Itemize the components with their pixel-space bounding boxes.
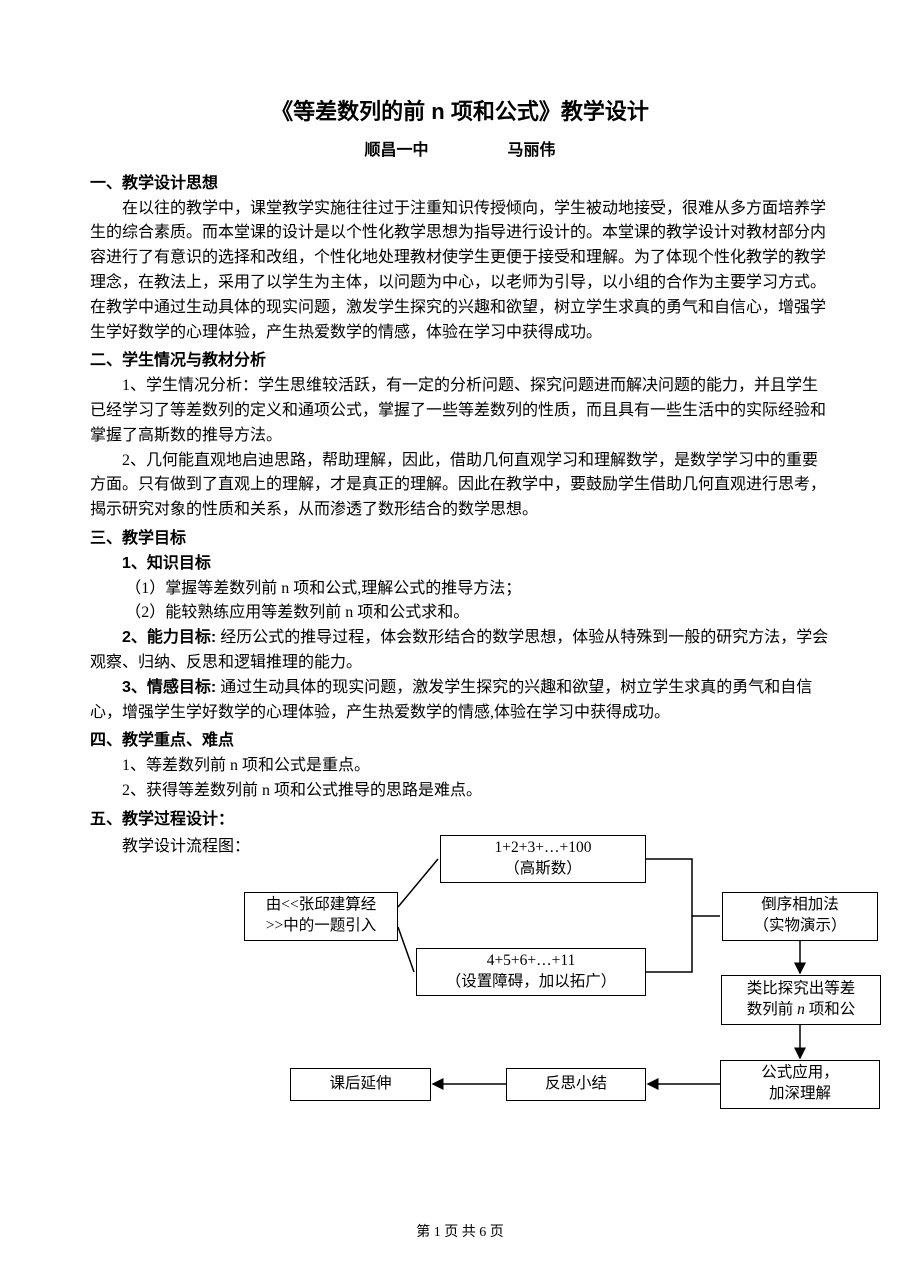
flow-box-extend-line1: 4+5+6+…+11 (487, 951, 576, 972)
goal-knowledge-item-1: （1）掌握等差数列前 n 项和公式,理解公式的推导方法； (90, 577, 830, 602)
author-name: 马丽伟 (507, 142, 555, 159)
flowchart: 由<<张邱建算经 >>中的一题引入 1+2+3+…+100 （高斯数） 4+5+… (222, 835, 830, 1135)
flow-box-apply: 公式应用， 加深理解 (720, 1060, 880, 1109)
flow-box-after: 课后延伸 (290, 1068, 431, 1101)
goal-knowledge-heading: 1、知识目标 (90, 552, 830, 577)
goal-knowledge-item-2: （2）能较熟练应用等差数列前 n 项和公式求和。 (90, 601, 830, 626)
flow-box-reflect: 反思小结 (506, 1068, 646, 1101)
flow-box-reverse: 倒序相加法 （实物演示） (722, 892, 878, 941)
section-1-paragraph: 在以往的教学中，课堂教学实施往往过于注重知识传授倾向，学生被动地接受，很难从多方… (90, 197, 830, 346)
goal-emotion-label: 3、情感目标: (122, 679, 216, 696)
flow-box-analogy-line2: 数列前 n 项和公 (747, 1000, 856, 1021)
goal-ability: 2、能力目标: 经历公式的推导过程，体会数形结合的数学思想，体验从特殊到一般的研… (90, 626, 830, 676)
section-4-p2: 2、获得等差数列前 n 项和公式推导的思路是难点。 (90, 779, 830, 804)
section-2-p1: 1、学生情况分析：学生思维较活跃，有一定的分析问题、探究问题进而解决问题的能力，… (90, 374, 830, 448)
flow-box-apply-line2: 加深理解 (769, 1084, 831, 1105)
flow-box-reflect-text: 反思小结 (545, 1074, 607, 1095)
flow-box-extend: 4+5+6+…+11 （设置障碍，加以拓广） (416, 948, 646, 996)
flow-box-intro: 由<<张邱建算经 >>中的一题引入 (244, 892, 398, 941)
section-5-heading: 五、教学过程设计： (90, 808, 830, 833)
section-3-heading: 三、教学目标 (90, 527, 830, 552)
flow-box-extend-line2: （设置障碍，加以拓广） (446, 972, 617, 993)
section-4-heading: 四、教学重点、难点 (90, 729, 830, 754)
flow-box-gauss-line2: （高斯数） (504, 859, 582, 880)
section-1-heading: 一、教学设计思想 (90, 172, 830, 197)
document-title: 《等差数列的前 n 项和公式》教学设计 (90, 95, 830, 129)
flow-box-analogy: 类比探究出等差 数列前 n 项和公 (721, 975, 881, 1025)
flow-box-reverse-line2: （实物演示） (754, 916, 847, 937)
section-2-heading: 二、学生情况与教材分析 (90, 349, 830, 374)
flow-box-gauss: 1+2+3+…+100 （高斯数） (440, 835, 646, 883)
author-line: 顺昌一中 马丽伟 (90, 139, 830, 164)
flow-box-apply-line1: 公式应用， (761, 1063, 839, 1084)
flow-box-after-text: 课后延伸 (330, 1074, 392, 1095)
flow-box-gauss-line1: 1+2+3+…+100 (495, 838, 592, 859)
goal-emotion: 3、情感目标: 通过生动具体的现实问题，激发学生探究的兴趣和欲望，树立学生求真的… (90, 676, 830, 726)
flow-box-intro-line1: 由<<张邱建算经 (266, 895, 376, 916)
school-name: 顺昌一中 (365, 139, 429, 164)
page-footer: 第 1 页 共 6 页 (0, 1221, 920, 1241)
flow-box-analogy-line1: 类比探究出等差 (747, 979, 856, 1000)
flow-box-intro-line2: >>中的一题引入 (266, 916, 376, 937)
section-2-p2: 2、几何能直观地启迪思路，帮助理解，因此，借助几何直观学习和理解数学，是数学学习… (90, 449, 830, 523)
goal-ability-label: 2、能力目标: (122, 629, 216, 646)
page: 《等差数列的前 n 项和公式》教学设计 顺昌一中 马丽伟 一、教学设计思想 在以… (0, 0, 920, 1277)
flow-box-reverse-line1: 倒序相加法 (761, 895, 839, 916)
section-4-p1: 1、等差数列前 n 项和公式是重点。 (90, 754, 830, 779)
